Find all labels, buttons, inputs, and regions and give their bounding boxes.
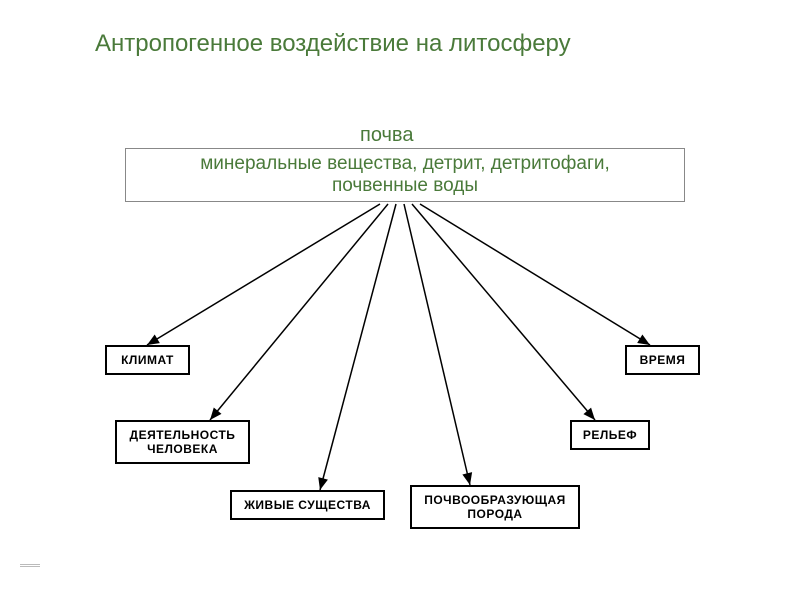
node-rock: ПОЧВООБРАЗУЮЩАЯПОРОДА — [410, 485, 580, 529]
node-label-line: ДЕЯТЕЛЬНОСТЬ — [127, 428, 238, 442]
node-label-line: ПОРОДА — [422, 507, 568, 521]
soil-subtitle: почва — [360, 124, 413, 147]
soil-box-line1: минеральные вещества, детрит, детритофаг… — [134, 153, 676, 175]
node-label-line: ЖИВЫЕ СУЩЕСТВА — [242, 498, 373, 512]
node-label-line: ПОЧВООБРАЗУЮЩАЯ — [422, 493, 568, 507]
node-relief: РЕЛЬЕФ — [570, 420, 650, 450]
node-label-line: КЛИМАТ — [117, 353, 178, 367]
node-label-line: РЕЛЬЕФ — [582, 428, 638, 442]
node-label-line: ЧЕЛОВЕКА — [127, 442, 238, 456]
node-label-line: ВРЕМЯ — [637, 353, 688, 367]
node-time: ВРЕМЯ — [625, 345, 700, 375]
node-human: ДЕЯТЕЛЬНОСТЬЧЕЛОВЕКА — [115, 420, 250, 464]
soil-components-box: минеральные вещества, детрит, детритофаг… — [125, 148, 685, 202]
node-living: ЖИВЫЕ СУЩЕСТВА — [230, 490, 385, 520]
diagram-title: Антропогенное воздействие на литосферу — [95, 30, 571, 58]
soil-box-line2: почвенные воды — [134, 175, 676, 197]
corner-mark — [20, 564, 40, 570]
arrows-layer — [0, 0, 800, 600]
node-climate: КЛИМАТ — [105, 345, 190, 375]
